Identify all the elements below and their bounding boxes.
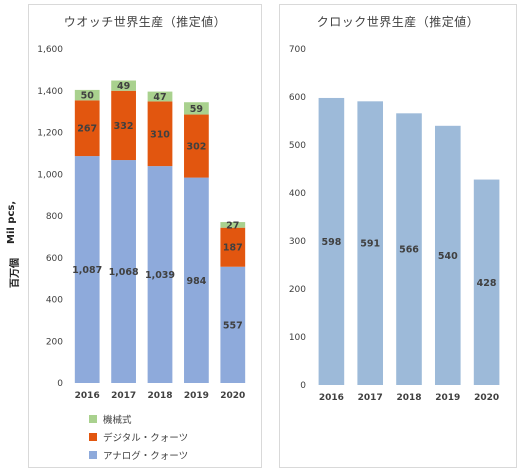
data-label: 47 bbox=[153, 92, 166, 103]
x-tick-label: 2016 bbox=[319, 393, 344, 403]
x-tick-label: 2019 bbox=[184, 391, 209, 401]
watch-chart-plot: 0 200 400 600 800 1,000 1,200 1,400 1,600 2016 1,0… bbox=[37, 45, 246, 401]
bar-segment bbox=[111, 90, 136, 161]
legend-swatch-mechanical bbox=[89, 415, 97, 423]
x-tick-label: 2020 bbox=[474, 393, 499, 403]
data-label: 49 bbox=[117, 81, 130, 92]
bar-segment bbox=[111, 80, 136, 91]
data-label: 302 bbox=[186, 142, 206, 153]
bar-segment bbox=[184, 177, 209, 383]
y-axis-title: 百万個 Mil pcs, bbox=[4, 201, 24, 330]
y-tick-label: 200 bbox=[289, 285, 306, 295]
data-label: 540 bbox=[438, 251, 458, 262]
data-label: 598 bbox=[321, 237, 341, 248]
data-label: 187 bbox=[223, 243, 243, 254]
bar-segment bbox=[74, 156, 100, 383]
bar-segment bbox=[74, 89, 100, 101]
bar-segment bbox=[357, 101, 384, 385]
chart-title: クロック世界生産（推定値） bbox=[316, 15, 480, 29]
data-label: 428 bbox=[477, 278, 497, 289]
bar-segment bbox=[396, 113, 422, 385]
y-tick-label: 600 bbox=[289, 93, 306, 103]
x-tick-label: 2019 bbox=[435, 393, 460, 403]
clock-chart-plot: 0 100 200 300 400 500 600 700 2016 598 2017 591 2018… bbox=[289, 45, 500, 403]
y-tick-label: 300 bbox=[289, 237, 306, 247]
y-tick-label: 1,200 bbox=[37, 129, 63, 139]
legend-label: アナログ・クォーツ bbox=[103, 451, 189, 462]
y-tick-label: 800 bbox=[46, 212, 63, 222]
data-label: 50 bbox=[81, 91, 95, 102]
y-axis-title-en: Mil pcs, bbox=[6, 200, 17, 244]
legend-label: 機械式 bbox=[103, 415, 132, 426]
watch-production-chart: ウオッチ世界生産（推定値） 0 200 400 600 800 1,000 1,200 1,4… bbox=[28, 4, 262, 468]
chart-title: ウオッチ世界生産（推定値） bbox=[63, 15, 227, 29]
bar-segment bbox=[473, 179, 500, 385]
y-axis-title-jp: 百万個 bbox=[10, 258, 21, 288]
y-tick-label: 1,000 bbox=[37, 170, 63, 180]
clock-production-chart: クロック世界生産（推定値） 0 100 200 300 400 500 600 700 2016… bbox=[279, 4, 517, 468]
x-tick-label: 2017 bbox=[111, 391, 136, 401]
legend-swatch-digital bbox=[89, 433, 97, 441]
bar-segment bbox=[147, 101, 173, 167]
x-tick-label: 2018 bbox=[147, 391, 172, 401]
bar-segment bbox=[220, 222, 246, 228]
bar-segment bbox=[147, 166, 173, 383]
x-tick-label: 2020 bbox=[220, 391, 245, 401]
y-tick-label: 400 bbox=[46, 296, 63, 306]
y-tick-label: 100 bbox=[289, 333, 306, 343]
bar-segment bbox=[184, 102, 209, 115]
data-label: 59 bbox=[190, 104, 203, 115]
bar-segment bbox=[74, 100, 100, 157]
y-tick-label: 600 bbox=[46, 254, 63, 264]
data-label: 591 bbox=[360, 239, 380, 250]
legend-swatch-analog bbox=[89, 451, 97, 459]
data-label: 557 bbox=[223, 320, 243, 331]
bar-segment bbox=[220, 266, 246, 383]
legend-item-analog: アナログ・クォーツ bbox=[89, 446, 188, 464]
x-tick-label: 2017 bbox=[358, 393, 383, 403]
data-label: 1,068 bbox=[109, 267, 139, 278]
y-tick-label: 500 bbox=[289, 141, 306, 151]
legend-item-digital: デジタル・クォーツ bbox=[89, 428, 188, 446]
data-label: 984 bbox=[186, 276, 206, 287]
y-tick-label: 400 bbox=[289, 189, 306, 199]
x-tick-label: 2016 bbox=[75, 391, 100, 401]
bar-segment bbox=[111, 160, 136, 383]
x-tick-label: 2018 bbox=[396, 393, 421, 403]
bar-segment bbox=[318, 97, 345, 386]
bar-segment bbox=[220, 227, 246, 267]
bar-segment bbox=[147, 91, 173, 102]
y-tick-label: 200 bbox=[46, 337, 63, 347]
data-label: 27 bbox=[226, 220, 239, 231]
y-tick-label: 1,600 bbox=[37, 45, 63, 55]
y-tick-label: 0 bbox=[300, 381, 306, 391]
bar-segment bbox=[184, 114, 209, 178]
legend-item-mechanical: 機械式 bbox=[89, 410, 188, 428]
y-tick-label: 1,400 bbox=[37, 87, 63, 97]
data-label: 566 bbox=[399, 245, 419, 256]
data-label: 332 bbox=[114, 121, 134, 132]
data-label: 1,039 bbox=[145, 270, 175, 281]
legend-label: デジタル・クォーツ bbox=[103, 433, 189, 444]
y-tick-label: 700 bbox=[289, 45, 306, 55]
data-label: 310 bbox=[150, 129, 170, 140]
chart-legend: 機械式 デジタル・クォーツ アナログ・クォーツ bbox=[89, 410, 188, 464]
data-label: 1,087 bbox=[72, 265, 102, 276]
bar-segment bbox=[434, 125, 461, 386]
y-tick-label: 0 bbox=[57, 379, 63, 389]
data-label: 267 bbox=[77, 124, 97, 135]
